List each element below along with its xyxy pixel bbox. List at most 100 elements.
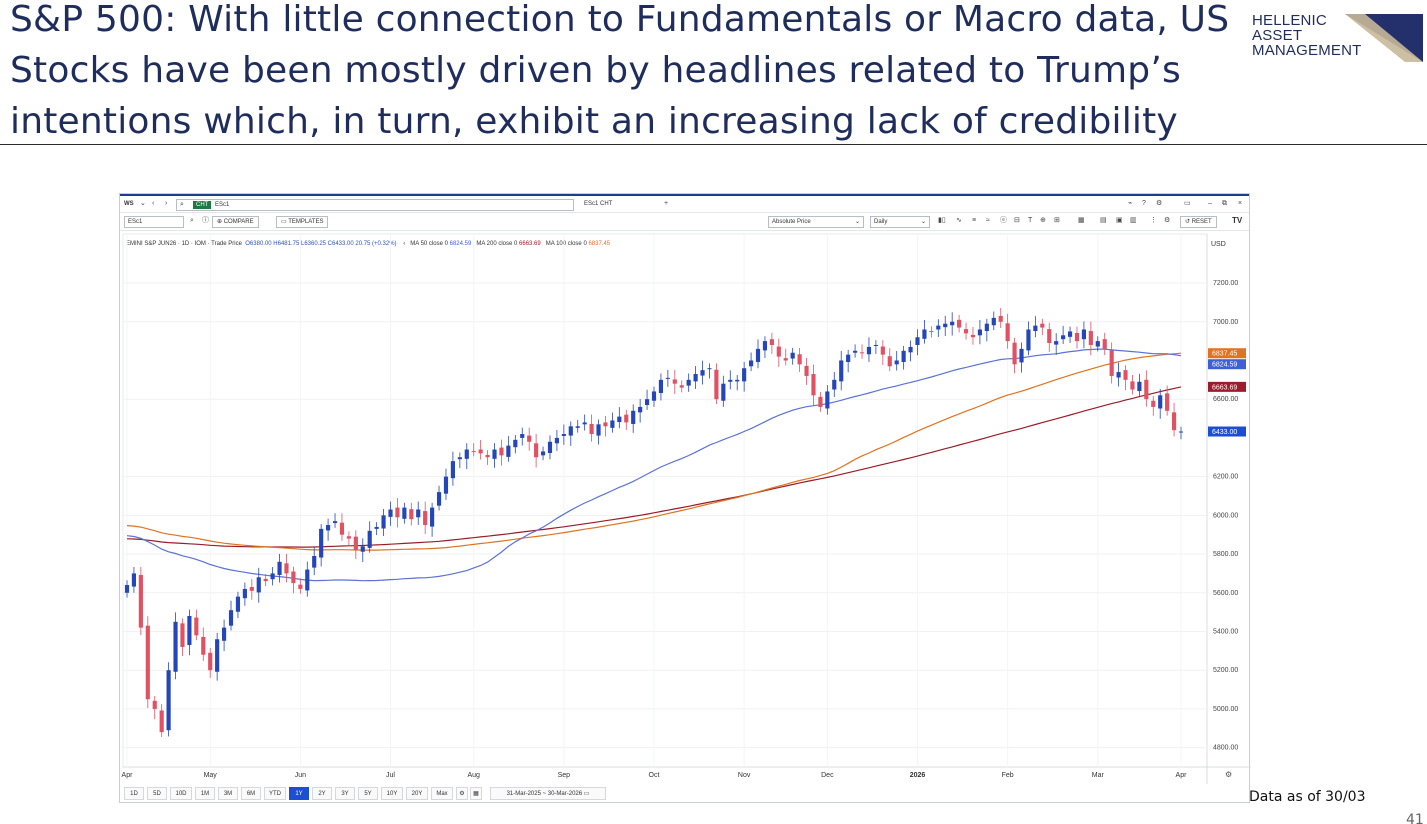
candle-body xyxy=(679,385,684,388)
help-icon[interactable]: ? xyxy=(1142,200,1146,207)
range-button-3y[interactable]: 3Y xyxy=(335,787,355,800)
range-button-10d[interactable]: 10D xyxy=(170,787,192,800)
range-button-ytd[interactable]: YTD xyxy=(264,787,286,800)
ma-line xyxy=(126,386,1182,548)
zoom-icon[interactable]: ⊕ xyxy=(1040,217,1046,224)
candle-body xyxy=(880,346,885,355)
range-button-10y[interactable]: 10Y xyxy=(381,787,403,800)
candle-body xyxy=(568,426,573,436)
table-icon[interactable]: ▥ xyxy=(1130,217,1137,224)
window-layout-icon[interactable]: ▭ xyxy=(1184,200,1191,207)
candle-body xyxy=(124,585,130,593)
candle-body xyxy=(866,346,872,355)
candle-body xyxy=(714,369,719,400)
candle-body xyxy=(395,507,400,518)
price-chart[interactable]: 7200.00 7000.00 6600.00 6200.00 6000.00 5800.… xyxy=(120,194,1251,784)
range-button-6m[interactable]: 6M xyxy=(241,787,261,800)
event-icon[interactable]: ⓔ xyxy=(1000,217,1007,224)
legend-ma50-value: 6824.59 xyxy=(449,241,472,247)
candle-body xyxy=(1005,323,1010,342)
symbol-input[interactable]: ESc1 xyxy=(124,216,184,228)
legend-ma200[interactable]: MA 200 close 0 xyxy=(476,241,518,247)
legend-ma100[interactable]: MA 100 close 0 xyxy=(545,241,587,247)
candle-body xyxy=(943,323,948,328)
candle-body xyxy=(1151,400,1156,407)
restore-icon[interactable]: ⧉ xyxy=(1222,200,1227,207)
candle-body xyxy=(957,319,962,328)
date-range-field[interactable]: 31-Mar-2025 ~ 30-Mar-2026 ▭ xyxy=(490,787,606,800)
candle-body xyxy=(388,509,393,517)
candle-body xyxy=(631,410,636,424)
candle-body xyxy=(332,521,338,524)
interval-select[interactable]: Daily ⌄ xyxy=(870,216,930,228)
crosshair-icon[interactable]: ⊞ xyxy=(1054,217,1060,224)
candle-body xyxy=(298,584,303,589)
dropdown-icon[interactable]: ⌄ xyxy=(140,200,146,207)
collapse-icon[interactable]: ‹ xyxy=(403,241,406,247)
range-button-1m[interactable]: 1M xyxy=(195,787,215,800)
candle-body xyxy=(1047,329,1052,344)
menu-lines-icon[interactable]: ≡ xyxy=(972,217,977,224)
templates-button[interactable]: ▭ TEMPLATES xyxy=(276,216,329,228)
candle-body xyxy=(853,350,858,353)
candle-body xyxy=(443,476,449,494)
range-button-max[interactable]: Max xyxy=(431,787,453,800)
close-icon[interactable]: × xyxy=(1238,200,1243,207)
link-icon[interactable]: ⌁ xyxy=(1128,200,1133,207)
grid-icon[interactable]: ▦ xyxy=(1078,217,1085,224)
range-button-2y[interactable]: 2Y xyxy=(312,787,332,800)
indicator-icon[interactable]: ∿ xyxy=(956,217,962,224)
legend-ma50[interactable]: MA 50 close 0 xyxy=(410,241,448,247)
candle-body xyxy=(804,365,809,376)
candle-body xyxy=(991,317,996,326)
page-number: 41 xyxy=(1406,812,1424,824)
range-button-5y[interactable]: 5Y xyxy=(358,787,378,800)
ma200-price-tag xyxy=(1208,381,1246,392)
currency-label: USD xyxy=(1211,241,1226,248)
range-button-1d[interactable]: 1D xyxy=(124,787,144,800)
minimize-icon[interactable]: – xyxy=(1208,200,1212,207)
annotation-icon[interactable]: ⊟ xyxy=(1014,217,1020,224)
candle-body xyxy=(492,449,497,459)
x-tick-label: Jul xyxy=(386,772,395,779)
range-calendar-icon[interactable]: ▦ xyxy=(470,787,482,800)
range-settings-icon[interactable]: ⚙ xyxy=(456,787,468,800)
tab-esc1-cht[interactable]: ESc1 CHT xyxy=(584,201,613,207)
search-icon[interactable]: ⌕ xyxy=(190,217,194,224)
settings-icon[interactable]: ⚙ xyxy=(1156,200,1163,207)
add-tab-icon[interactable]: + xyxy=(664,200,669,207)
candle-body xyxy=(582,422,587,425)
forward-icon[interactable]: › xyxy=(165,200,168,207)
range-button-20y[interactable]: 20Y xyxy=(406,787,428,800)
candle-body xyxy=(547,441,553,454)
candle-body xyxy=(1040,323,1045,328)
compare-button[interactable]: ⊕ COMPARE xyxy=(212,216,259,228)
text-tool-icon[interactable]: T xyxy=(1028,217,1033,224)
wave-icon[interactable]: ≈ xyxy=(986,217,990,224)
range-button-5d[interactable]: 5D xyxy=(147,787,167,800)
candle-body xyxy=(339,522,345,535)
logo-line-1: HELLENIC xyxy=(1252,12,1327,29)
candle-body xyxy=(686,379,691,386)
reset-button[interactable]: ↺ RESET xyxy=(1180,216,1217,228)
candle-body xyxy=(263,578,268,582)
settings-icon[interactable]: ⚙ xyxy=(1164,217,1171,224)
range-button-1y[interactable]: 1Y xyxy=(289,787,309,800)
image-icon[interactable]: ▣ xyxy=(1116,217,1123,224)
x-tick-label: Dec xyxy=(821,772,834,779)
price-mode-select[interactable]: Absolute Price ⌄ xyxy=(768,216,864,228)
layout-icon[interactable]: ▤ xyxy=(1100,217,1107,224)
y-tick-label: 6200.00 xyxy=(1213,474,1238,481)
more-icon[interactable]: ⋮ xyxy=(1150,217,1157,224)
candle-body xyxy=(651,391,657,401)
back-icon[interactable]: ‹ xyxy=(152,200,155,207)
info-icon[interactable]: ⓘ xyxy=(202,217,209,224)
candle-body xyxy=(409,509,414,520)
last-price-tag xyxy=(1208,426,1246,437)
candle-body xyxy=(998,315,1003,322)
candlestick-icon[interactable]: ▮▯ xyxy=(938,217,946,224)
workspace-menu[interactable]: WS xyxy=(124,201,134,207)
instrument-search-input[interactable]: ⌕ CHT ESc1 xyxy=(176,199,574,211)
range-button-3m[interactable]: 3M xyxy=(218,787,238,800)
chevron-down-icon: ⌄ xyxy=(920,219,926,225)
